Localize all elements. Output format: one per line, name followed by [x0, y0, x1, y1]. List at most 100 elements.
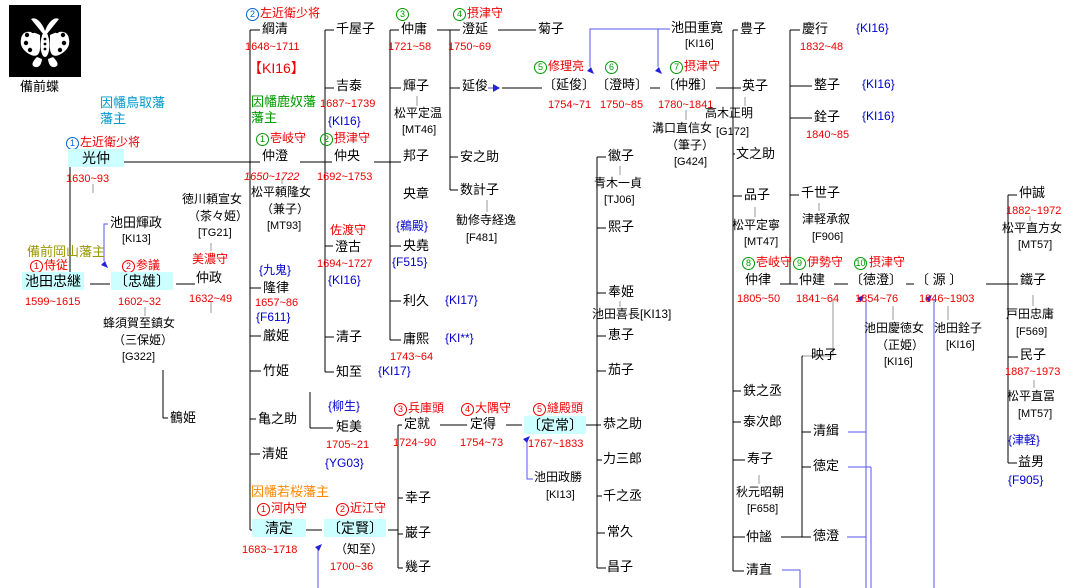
- life-dates: 1846~1903: [919, 293, 975, 305]
- life-dates: 1721~58: [388, 41, 432, 53]
- court-title: 摂津守: [334, 131, 371, 145]
- life-dates: 1692~1753: [317, 171, 373, 183]
- person-name: 〔 源 〕: [916, 272, 963, 287]
- person-name: 矩美: [336, 419, 363, 434]
- person-name: 鶴姫: [170, 410, 197, 425]
- court-title: 修理亮: [548, 59, 585, 73]
- person-name: 庸熙: [403, 331, 430, 346]
- spouse-connectors: [92, 96, 1035, 484]
- person-name: 映子: [811, 347, 838, 362]
- life-dates: 1648~1711: [245, 41, 300, 53]
- life-dates: 1599~1615: [25, 296, 81, 308]
- branch-shikano-line1: 因幡鹿奴藩: [251, 94, 317, 109]
- succession-number: 5: [534, 61, 547, 74]
- court-title: 伊勢守: [807, 255, 844, 269]
- family-code: [G322]: [122, 351, 156, 363]
- spouse-label: 池田輝政: [110, 215, 163, 230]
- spouse-label: 池田重寛: [671, 20, 724, 35]
- life-dates: 1650~1722: [244, 171, 300, 183]
- person-name: 益男: [1018, 454, 1045, 469]
- life-dates: 1750~69: [448, 41, 492, 53]
- court-title: 佐渡守: [330, 223, 367, 237]
- branch-okayama: 備前岡山藩主: [27, 244, 106, 259]
- court-title: 大隅守: [475, 401, 512, 415]
- succession-number: 1: [257, 503, 270, 516]
- person-name: 泰次郎: [743, 414, 783, 429]
- branch-shikano-line2: 藩主: [251, 110, 278, 125]
- succession-number: 4: [453, 8, 466, 21]
- spouse-label: 秋元昭朝: [736, 485, 785, 499]
- succession-number: 7: [670, 61, 683, 74]
- spouse-label: （正姫）: [876, 338, 925, 352]
- family-code: [G172]: [716, 126, 750, 138]
- person-name: 鐵子: [1020, 272, 1047, 287]
- family-code: {KI16}: [328, 273, 361, 287]
- branch-tottori-line1: 因幡鳥取藩: [100, 95, 166, 110]
- person-name: 〔延俊〕: [543, 77, 596, 92]
- person-name: 徳澄: [813, 528, 840, 543]
- life-dates: 1832~48: [800, 41, 844, 53]
- spouse-label: 松平定温: [394, 106, 443, 120]
- spouse-label: 池田喜長[KI13]: [592, 307, 672, 321]
- person-name: 徳定: [813, 458, 840, 473]
- person-name: 奉姫: [608, 284, 635, 299]
- family-code: {KI**}: [445, 331, 474, 345]
- family-code: 【KI16】: [248, 60, 305, 76]
- spouse-label: 松平定寧: [732, 218, 781, 232]
- adoption-arrowheads: [101, 67, 932, 551]
- family-code: [KI13]: [122, 233, 151, 245]
- spouse-label: 青木一貞: [594, 176, 643, 190]
- life-dates: 1700~36: [330, 561, 374, 573]
- person-name: 亀之助: [258, 411, 298, 426]
- spouse-label: 高木正明: [705, 106, 754, 120]
- court-title: 摂津守: [467, 6, 504, 20]
- person-name: 澄古: [335, 239, 362, 254]
- person-name: 〔定賢〕: [324, 519, 386, 538]
- family-code: {KI17}: [445, 293, 478, 307]
- person-name: 央堯: [403, 238, 430, 253]
- spouse-label: 松平直方女: [1002, 221, 1063, 235]
- court-title: 摂津守: [684, 59, 721, 73]
- person-name: 力三郎: [603, 451, 643, 466]
- family-code: [KI16]: [884, 356, 913, 368]
- person-name: 清姫: [262, 446, 289, 461]
- person-name: 仲澄: [262, 148, 289, 163]
- family-code: [TJ06]: [604, 194, 635, 206]
- life-dates: 1805~50: [737, 293, 781, 305]
- family-code: {KI16}: [856, 21, 889, 35]
- life-dates: 1657~86: [255, 297, 299, 309]
- adoption-arrow-lines: [103, 28, 935, 588]
- life-dates: 1754~73: [460, 437, 504, 449]
- person-name: 厳姫: [263, 328, 290, 343]
- branch-wakasa: 因幡若桜藩主: [251, 484, 330, 499]
- court-title: 摂津守: [869, 255, 906, 269]
- court-title: 壱岐守: [756, 255, 793, 269]
- person-name: 数計子: [460, 182, 500, 197]
- life-dates: 1840~85: [806, 129, 850, 141]
- person-name: 仲庸: [401, 21, 428, 36]
- person-name: 菊子: [538, 21, 565, 36]
- person-name: 恵子: [608, 327, 635, 342]
- life-dates: 1754~71: [548, 99, 592, 111]
- person-name: 隆律: [263, 280, 290, 295]
- family-code: [KI13]: [546, 489, 575, 501]
- family-code: [F481]: [466, 232, 498, 244]
- family-code: {鵜殿}: [396, 219, 429, 233]
- person-name: 綱清: [262, 21, 289, 36]
- succession-number: 3: [396, 8, 409, 21]
- court-title: 壱岐守: [270, 131, 307, 145]
- person-name: 鉄之丞: [743, 383, 783, 398]
- family-code: {F611}: [256, 310, 291, 324]
- person-name: 清定: [252, 519, 306, 538]
- life-dates: 1780~1841: [658, 99, 714, 111]
- spouse-label: 松平頼隆女: [251, 185, 312, 199]
- spouse-label: （三保姫）: [113, 333, 174, 347]
- person-name: 知至: [336, 364, 363, 379]
- life-dates: 1705~21: [326, 439, 370, 451]
- spouse-label: 津軽承叙: [802, 212, 851, 226]
- person-name: 仲謐: [746, 529, 773, 544]
- person-name: 常久: [607, 524, 634, 539]
- branch-tottori-line2: 藩主: [100, 111, 127, 126]
- person-name: 整子: [814, 77, 841, 92]
- family-code: [TG21]: [198, 227, 232, 239]
